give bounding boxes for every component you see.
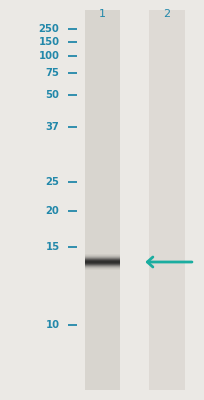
Bar [84, 256, 120, 257]
Text: 250: 250 [39, 24, 59, 34]
Text: 50: 50 [45, 90, 59, 100]
Bar [84, 260, 120, 261]
Text: 20: 20 [45, 206, 59, 216]
Bar [84, 259, 120, 260]
Bar [84, 257, 120, 258]
Text: 15: 15 [45, 242, 59, 252]
Bar [84, 266, 120, 267]
Bar [148, 10, 184, 390]
Text: 2: 2 [163, 9, 170, 19]
Bar [84, 261, 120, 262]
Text: 25: 25 [45, 177, 59, 187]
Text: 150: 150 [38, 37, 59, 47]
Bar [84, 10, 120, 390]
Bar [84, 268, 120, 269]
Text: 100: 100 [38, 51, 59, 61]
Bar [84, 263, 120, 264]
Bar [84, 265, 120, 266]
Text: 37: 37 [45, 122, 59, 132]
Text: 10: 10 [45, 320, 59, 330]
Text: 75: 75 [45, 68, 59, 78]
Bar [84, 269, 120, 270]
Bar [84, 267, 120, 268]
Text: 1: 1 [99, 9, 105, 19]
Bar [84, 258, 120, 259]
Bar [84, 262, 120, 263]
Bar [84, 254, 120, 255]
Bar [84, 264, 120, 265]
Bar [84, 255, 120, 256]
